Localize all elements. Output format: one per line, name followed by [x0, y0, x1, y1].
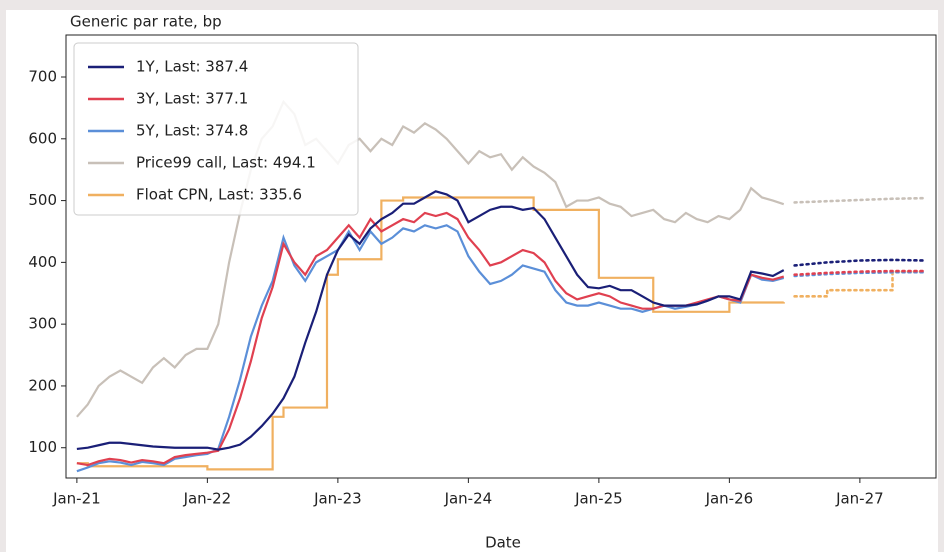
x-tick-label: Jan-24 [444, 490, 493, 508]
legend-label: 1Y, Last: 387.4 [136, 58, 248, 76]
legend-label: Float CPN, Last: 335.6 [136, 186, 302, 204]
legend-box [73, 42, 359, 216]
x-tick-label: Jan-23 [313, 490, 362, 508]
x-axis-label: Date [485, 534, 521, 552]
y-tick-label: 700 [28, 68, 57, 86]
chart-subtitle: Generic par rate, bp [70, 13, 222, 31]
x-tick-label: Jan-22 [183, 490, 232, 508]
x-tick-label: Jan-27 [835, 490, 884, 508]
x-tick-label: Jan-25 [574, 490, 623, 508]
line [76, 196, 785, 471]
forward-line [793, 269, 927, 277]
legend-label: 5Y, Last: 374.8 [136, 122, 248, 140]
x-tick-label: Jan-26 [705, 490, 754, 508]
y-tick-label: 100 [28, 438, 57, 456]
y-tick-label: 400 [28, 253, 57, 271]
y-tick-label: 300 [28, 315, 57, 333]
forward-line [793, 196, 927, 204]
line [76, 99, 785, 418]
line [76, 190, 785, 451]
legend-label: 3Y, Last: 377.1 [136, 90, 248, 108]
y-tick-label: 500 [28, 191, 57, 209]
legend-label: Price99 call, Last: 494.1 [136, 154, 316, 172]
y-tick-label: 600 [28, 129, 57, 147]
forward-line [793, 258, 927, 267]
axes-frame [65, 34, 937, 479]
x-tick-label: Jan-21 [52, 490, 101, 508]
y-tick-label: 200 [28, 376, 57, 394]
